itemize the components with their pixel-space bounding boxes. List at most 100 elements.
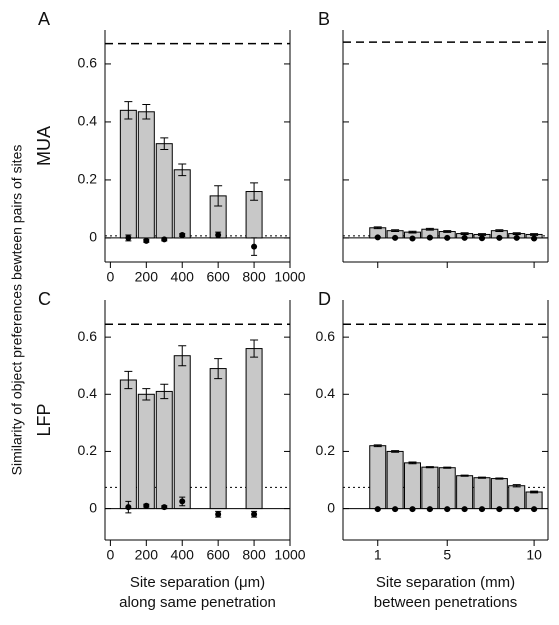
y-tick-label: 0.6: [316, 328, 336, 344]
y-tick-label: 0: [89, 229, 97, 245]
error-bar: [408, 461, 417, 465]
error-bar: [425, 466, 434, 469]
bar: [119, 379, 137, 510]
x-tick-label: 1000: [274, 269, 305, 285]
error-bar: [495, 477, 504, 480]
bar: [386, 450, 404, 510]
error-bar: [512, 484, 521, 488]
x-tick-label: 800: [242, 547, 266, 563]
error-bar: [250, 339, 259, 358]
bar: [137, 111, 155, 239]
x-tick-label: 200: [135, 547, 159, 563]
bar: [369, 445, 387, 510]
bar: [421, 466, 439, 510]
error-bar: [477, 476, 486, 479]
y-tick-label: 0.2: [316, 442, 336, 458]
x-tick-label: 1: [374, 547, 382, 563]
control-point: [478, 235, 485, 242]
panel-label: D: [318, 289, 331, 309]
bar: [209, 368, 227, 510]
error-bar: [512, 232, 521, 235]
control-point: [392, 234, 399, 241]
control-point: [179, 232, 186, 239]
control-point: [426, 506, 433, 513]
error-bar: [250, 182, 259, 201]
y-tick-label: 0: [327, 499, 335, 515]
error-bar: [373, 226, 382, 230]
error-bar: [178, 163, 187, 177]
bar: [137, 393, 155, 510]
error-bar: [460, 232, 469, 235]
bar: [525, 491, 543, 510]
control-point: [409, 506, 416, 513]
control-point: [143, 237, 150, 244]
x-axis-label: Site separation (μm): [130, 574, 265, 591]
bar: [456, 475, 474, 510]
x-tick-label: 5: [443, 547, 451, 563]
y-tick-label: 0: [89, 499, 97, 515]
bar: [173, 355, 191, 510]
control-point: [215, 511, 222, 518]
error-bar: [530, 490, 539, 494]
error-bar: [142, 104, 151, 120]
x-tick-label: 600: [206, 269, 230, 285]
bar: [490, 478, 508, 510]
x-tick-label: 0: [106, 269, 114, 285]
error-bar: [443, 466, 452, 469]
error-bar: [391, 229, 400, 233]
control-point: [426, 234, 433, 241]
bar: [155, 143, 173, 239]
panel-label: A: [38, 9, 50, 29]
control-point: [496, 234, 503, 241]
x-tick-label: 1000: [274, 547, 305, 563]
control-point: [444, 506, 451, 513]
panel-label: B: [318, 9, 330, 29]
control-point: [125, 234, 132, 241]
control-point: [392, 506, 399, 513]
error-bar: [530, 233, 539, 236]
error-bar: [443, 230, 452, 233]
bar: [508, 485, 526, 510]
x-tick-label: 200: [135, 269, 159, 285]
y-tick-label: 0.2: [78, 442, 98, 458]
x-axis-label: between penetrations: [374, 594, 517, 611]
x-tick-label: 400: [171, 547, 195, 563]
bar: [403, 462, 421, 510]
error-bar: [124, 370, 133, 390]
error-bar: [391, 450, 400, 453]
y-tick-label: 0.4: [78, 113, 98, 129]
control-point: [513, 506, 520, 513]
control-point: [478, 506, 485, 513]
x-tick-label: 800: [242, 269, 266, 285]
y-tick-label: 0.6: [78, 55, 98, 71]
control-point: [461, 234, 468, 241]
control-point: [374, 234, 381, 241]
control-point: [496, 506, 503, 513]
error-bar: [408, 230, 417, 234]
y-tick-label: 0.6: [78, 328, 98, 344]
x-tick-label: 10: [526, 547, 542, 563]
control-point: [444, 234, 451, 241]
y-tick-label: 0.4: [316, 385, 336, 401]
error-bar: [160, 383, 169, 400]
x-axis-label: along same penetration: [119, 594, 276, 611]
error-bar: [425, 227, 434, 231]
y-tick-label: 0.4: [78, 385, 98, 401]
row-label: LFP: [34, 403, 54, 436]
control-point: [531, 506, 538, 513]
error-bar: [214, 185, 223, 207]
control-point: [125, 504, 132, 511]
error-bar: [124, 101, 133, 120]
error-bar: [214, 358, 223, 380]
bar: [119, 109, 137, 239]
error-bar: [178, 345, 187, 367]
error-bar: [495, 229, 504, 233]
bar: [245, 348, 263, 510]
error-bar: [373, 444, 382, 448]
bar: [173, 169, 191, 239]
control-point: [461, 506, 468, 513]
error-bar: [160, 137, 169, 150]
control-point: [251, 243, 258, 250]
control-point: [251, 511, 258, 518]
control-point: [161, 236, 168, 243]
